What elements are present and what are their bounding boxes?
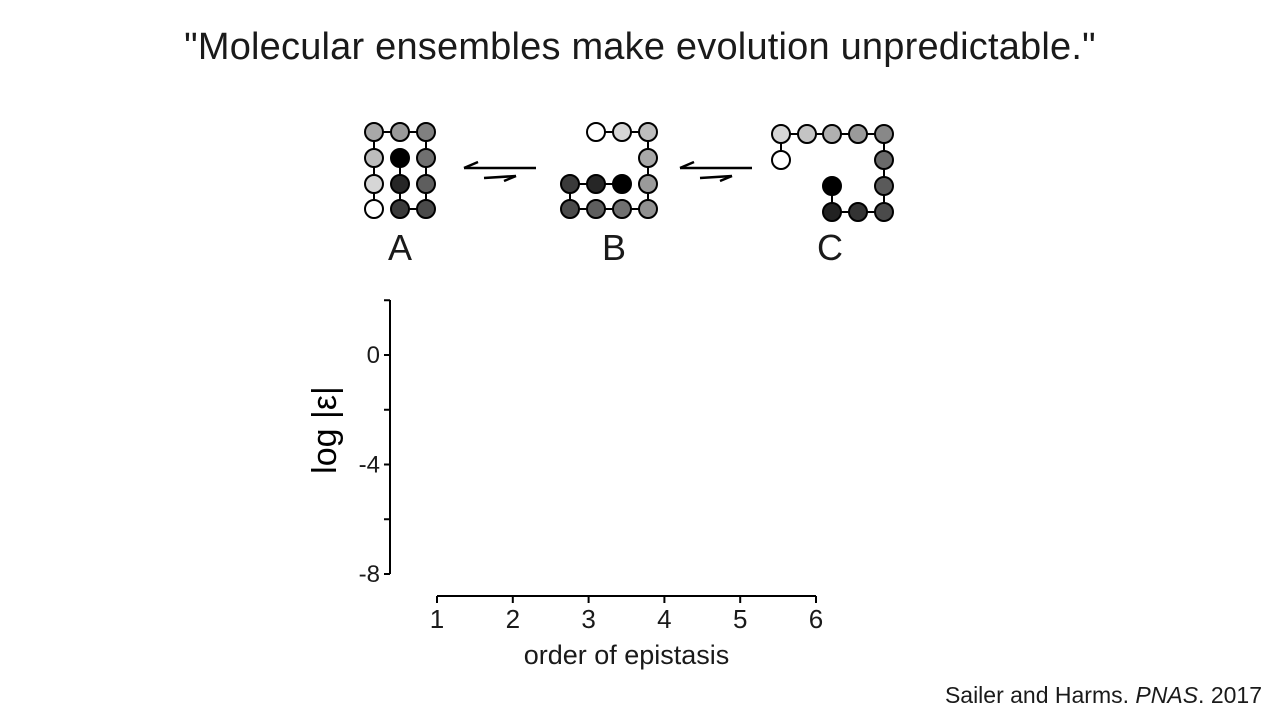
citation: Sailer and Harms. PNAS. 2017 xyxy=(945,682,1262,709)
conformation-label-b: B xyxy=(602,227,626,268)
conformation-c xyxy=(771,124,894,222)
x-tick-label: 2 xyxy=(506,604,520,634)
citation-year: . 2017 xyxy=(1198,682,1262,708)
x-tick-label: 5 xyxy=(733,604,747,634)
x-axis-label: order of epistasis xyxy=(524,640,730,670)
y-tick-label: 0 xyxy=(367,342,380,369)
x-tick-label: 4 xyxy=(657,604,671,634)
citation-journal: PNAS xyxy=(1135,682,1199,708)
equilibrium-arrow-bc xyxy=(679,160,752,183)
equilibrium-arrow-ab xyxy=(463,160,536,183)
y-axis-label: log |ε| xyxy=(306,386,344,474)
x-tick-label: 3 xyxy=(581,604,595,634)
conformation-b xyxy=(560,122,658,219)
y-tick-label: -8 xyxy=(359,561,380,588)
y-tick-label: -4 xyxy=(359,452,380,479)
lattice-protein-diagram: A B xyxy=(364,122,894,268)
x-tick-label: 1 xyxy=(430,604,444,634)
conformation-label-c: C xyxy=(817,227,843,268)
conformation-label-a: A xyxy=(388,227,412,268)
conformation-a xyxy=(364,122,436,219)
x-tick-label: 6 xyxy=(809,604,823,634)
citation-authors: Sailer and Harms. xyxy=(944,682,1130,708)
slide-title: "Molecular ensembles make evolution unpr… xyxy=(184,26,1096,68)
